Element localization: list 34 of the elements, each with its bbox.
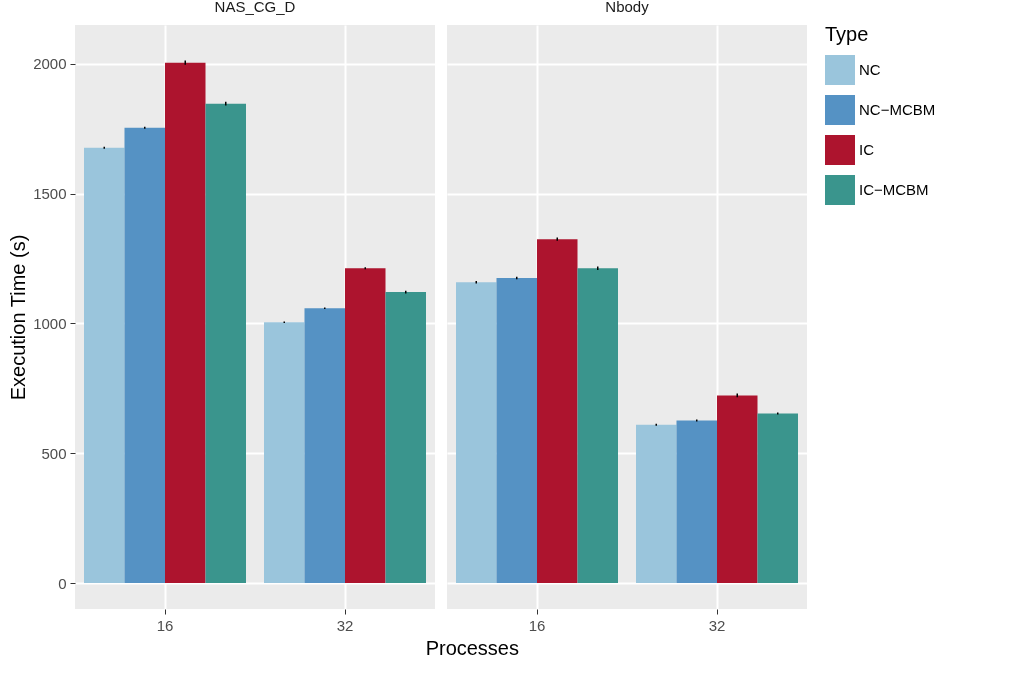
y-tick-label: 0 — [58, 574, 67, 592]
bar — [205, 103, 246, 584]
x-axis-title: Processes — [425, 637, 519, 659]
bar — [345, 268, 386, 584]
legend-title: Type — [825, 23, 869, 45]
bar — [456, 282, 497, 584]
bar — [165, 62, 206, 584]
legend-label: IC — [859, 141, 875, 158]
bar — [385, 292, 426, 584]
bar — [496, 278, 537, 584]
legend-label: NC — [859, 61, 881, 78]
bar — [304, 308, 345, 584]
legend-label: NC−MCBM — [859, 101, 936, 118]
bar — [577, 268, 618, 584]
legend-label: IC−MCBM — [859, 181, 929, 198]
bar — [537, 239, 578, 584]
y-tick-label: 500 — [41, 444, 67, 462]
bar — [84, 147, 125, 584]
x-tick-label: 32 — [708, 616, 726, 634]
bar — [676, 420, 717, 584]
bar — [124, 127, 165, 584]
x-tick-label: 16 — [528, 616, 546, 634]
bar — [757, 413, 798, 584]
chart-title: NAS_CG_D — [214, 0, 296, 15]
y-tick-label: 1000 — [33, 314, 67, 332]
chart-title: Nbody — [605, 0, 650, 15]
x-tick-label: 32 — [336, 616, 354, 634]
bar — [636, 424, 677, 584]
bar — [717, 395, 758, 584]
y-tick-label: 2000 — [33, 55, 67, 73]
x-tick-label: 16 — [156, 616, 174, 634]
bar — [264, 322, 305, 584]
y-axis-title: Execution Time (s) — [7, 234, 30, 401]
y-tick-label: 1500 — [33, 185, 67, 203]
